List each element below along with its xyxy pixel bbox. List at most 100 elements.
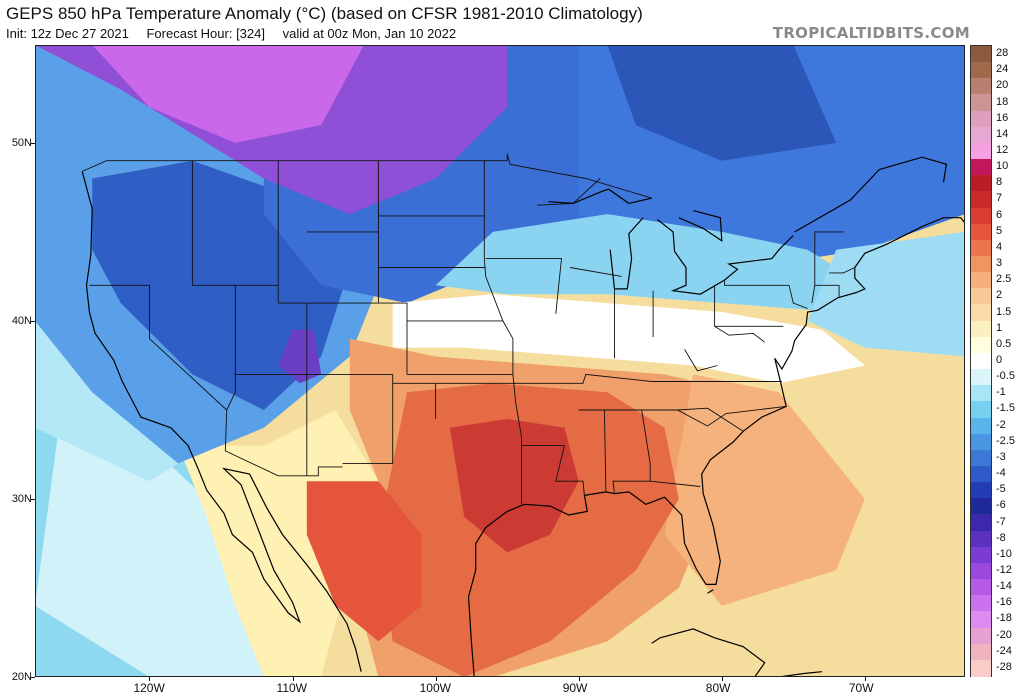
colorbar-label: 0.5 xyxy=(996,337,1012,350)
colorbar-label: 2.5 xyxy=(996,273,1012,286)
state-border xyxy=(377,160,408,375)
colorbar-label: 28 xyxy=(996,47,1009,60)
colorbar-label: -7 xyxy=(996,515,1006,528)
colorbar-segment xyxy=(971,562,991,580)
watermark: TROPICALTIDBITS.COM xyxy=(772,24,970,42)
colorbar-label: 8 xyxy=(996,176,1003,189)
init-time: Init: 12z Dec 27 2021 xyxy=(6,26,129,41)
anomaly-region-hudson-darkblue xyxy=(607,45,837,161)
state-border xyxy=(814,231,844,286)
colorbar-label: 3 xyxy=(996,257,1003,270)
colorbar-label: 14 xyxy=(996,127,1009,140)
colorbar-segment xyxy=(971,498,991,516)
colorbar-label: 0 xyxy=(996,354,1003,366)
colorbar-segment xyxy=(971,659,991,677)
map-frame xyxy=(35,45,965,677)
colorbar-label: 7 xyxy=(996,192,1003,205)
colorbar-segment xyxy=(971,142,991,160)
colorbar-label: 1 xyxy=(996,321,1003,334)
forecast-hour: Forecast Hour: [324] xyxy=(146,26,265,41)
colorbar-label: -2.5 xyxy=(996,434,1015,447)
coastline xyxy=(678,210,723,242)
longitude-label: 90W xyxy=(562,681,588,695)
colorbar-segment xyxy=(971,643,991,661)
colorbar-label: 18 xyxy=(996,95,1009,108)
longitude-label: 100W xyxy=(419,681,451,695)
state-border xyxy=(512,373,782,384)
anomaly-region-texas-darkred xyxy=(449,418,579,553)
colorbar-label: -3 xyxy=(996,450,1006,463)
anomaly-region-southeast-orange xyxy=(664,374,865,606)
anomaly-region-pale-cyan-sw xyxy=(35,392,293,677)
colorbar-segment xyxy=(971,627,991,645)
colorbar-segment xyxy=(971,466,991,483)
colorbar-label: -6 xyxy=(996,499,1006,512)
colorbar-segment xyxy=(971,78,991,96)
anomaly-map-svg xyxy=(35,45,965,677)
coastline xyxy=(657,219,794,295)
state-border xyxy=(714,325,765,343)
state-border xyxy=(650,480,701,487)
anomaly-region-southwest-yellow xyxy=(178,410,379,677)
colorbar-label: 5 xyxy=(996,224,1003,237)
longitude-tick xyxy=(292,677,294,681)
anomaly-region-atlantic-cyan xyxy=(807,231,965,357)
colorbar-label: -12 xyxy=(996,564,1012,576)
colorbar-segment xyxy=(971,191,991,209)
state-border xyxy=(483,160,522,505)
colorbar-segment xyxy=(971,579,991,596)
anomaly-region-bc-magenta xyxy=(92,45,365,143)
colorbar-label: -18 xyxy=(996,612,1012,625)
state-border xyxy=(89,284,228,411)
state-border xyxy=(684,349,718,372)
colorbar-segment xyxy=(971,288,991,306)
colorbar-label: -24 xyxy=(996,644,1012,657)
colorbar-segment xyxy=(971,385,991,402)
colorbar-segment xyxy=(971,272,991,289)
state-border xyxy=(677,407,744,432)
colorbar-segment xyxy=(971,304,991,322)
state-border xyxy=(641,405,787,427)
colorbar-label: 6 xyxy=(996,208,1003,221)
colorbar-segment xyxy=(971,110,991,128)
colorbar-segment xyxy=(971,530,991,548)
longitude-label: 120W xyxy=(133,681,165,695)
colorbar-segment xyxy=(971,417,991,435)
latitude-tick xyxy=(31,498,35,500)
latitude-tick xyxy=(31,142,35,144)
colorbar-segment xyxy=(971,595,991,612)
colorbar-label: -0.5 xyxy=(996,370,1015,383)
state-border xyxy=(555,445,585,496)
colorbar-segment xyxy=(971,207,991,225)
colorbar-label: 1.5 xyxy=(996,305,1012,318)
colorbar-label: 16 xyxy=(996,111,1009,124)
colorbar-label: -8 xyxy=(996,531,1006,544)
colorbar-label: -10 xyxy=(996,547,1012,560)
latitude-label: 50N xyxy=(11,136,32,149)
colorbar-segment xyxy=(971,159,991,176)
valid-time: valid at 00z Mon, Jan 10 2022 xyxy=(282,26,457,41)
colorbar-label: 20 xyxy=(996,79,1009,92)
colorbar-segment xyxy=(971,256,991,273)
latitude-label: 30N xyxy=(11,492,32,505)
state-border xyxy=(604,409,651,494)
anomaly-map xyxy=(35,45,965,677)
colorbar-segment xyxy=(971,611,991,629)
coastline xyxy=(794,156,948,233)
state-border xyxy=(724,280,808,309)
latitude-tick xyxy=(31,320,35,322)
coastline xyxy=(609,217,644,290)
colorbar-label: 4 xyxy=(996,240,1003,253)
colorbar-segment xyxy=(971,175,991,192)
colorbar-segment xyxy=(971,239,991,257)
colorbar-label: -2 xyxy=(996,418,1006,431)
longitude-label: 80W xyxy=(705,681,731,695)
longitude-label: 110W xyxy=(276,681,307,695)
colorbar-segment xyxy=(971,546,991,564)
colorbar-label: -16 xyxy=(996,596,1012,609)
state-border xyxy=(224,285,343,477)
colorbar-label: 10 xyxy=(996,160,1009,173)
state-border xyxy=(82,153,652,199)
state-border xyxy=(342,374,394,464)
longitude-tick xyxy=(149,677,151,681)
